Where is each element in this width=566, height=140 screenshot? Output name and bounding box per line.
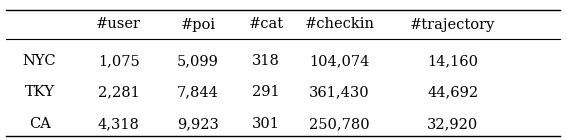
- Text: 361,430: 361,430: [309, 85, 370, 99]
- Text: 44,692: 44,692: [427, 85, 478, 99]
- Text: #poi: #poi: [181, 18, 216, 32]
- Text: 7,844: 7,844: [177, 85, 219, 99]
- Text: #trajectory: #trajectory: [410, 18, 495, 32]
- Text: TKY: TKY: [24, 85, 55, 99]
- Text: 104,074: 104,074: [310, 54, 370, 68]
- Text: 32,920: 32,920: [427, 117, 478, 131]
- Text: 9,923: 9,923: [177, 117, 219, 131]
- Text: #checkin: #checkin: [305, 18, 375, 32]
- Text: CA: CA: [29, 117, 50, 131]
- Text: 2,281: 2,281: [98, 85, 140, 99]
- Text: 14,160: 14,160: [427, 54, 478, 68]
- Text: #cat: #cat: [248, 18, 284, 32]
- Text: #user: #user: [96, 18, 142, 32]
- Text: 4,318: 4,318: [98, 117, 140, 131]
- Text: NYC: NYC: [23, 54, 57, 68]
- Text: 291: 291: [252, 85, 280, 99]
- Text: 250,780: 250,780: [309, 117, 370, 131]
- Text: 5,099: 5,099: [177, 54, 219, 68]
- Text: 318: 318: [252, 54, 280, 68]
- Text: 1,075: 1,075: [98, 54, 140, 68]
- Text: 301: 301: [252, 117, 280, 131]
